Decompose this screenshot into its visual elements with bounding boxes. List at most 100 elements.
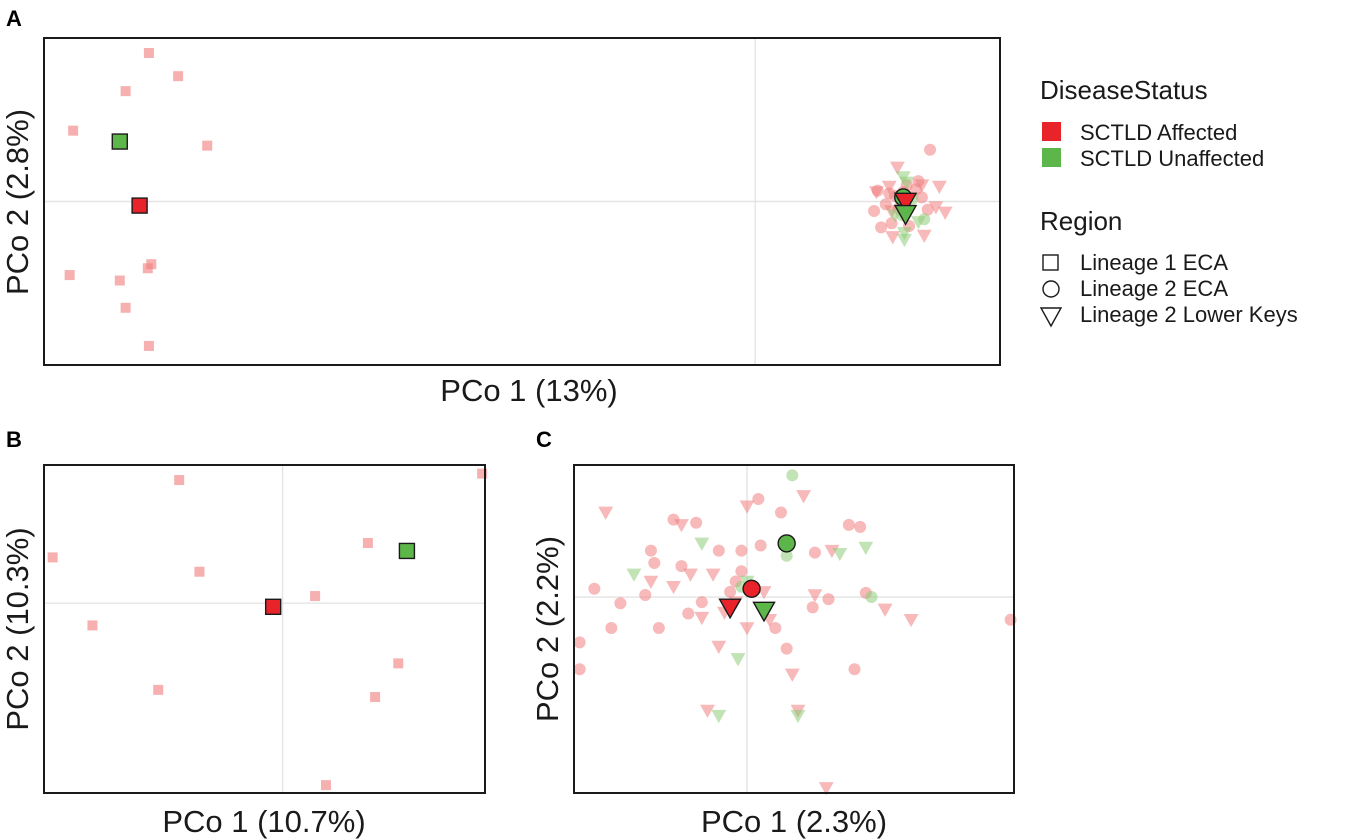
legend-label-unaffected: SCTLD Unaffected: [1080, 146, 1264, 171]
data-point: [885, 231, 901, 245]
panel-a-x-axis-label: PCo 1 (13%): [440, 373, 617, 408]
data-point: [683, 568, 698, 582]
data-point: [796, 490, 812, 504]
data-point: [739, 622, 755, 636]
legend: DiseaseStatus SCTLD Affected SCTLD Unaff…: [1039, 75, 1298, 328]
data-point: [477, 468, 488, 479]
data-point: [915, 191, 928, 204]
panel-a-frame: [43, 37, 1001, 366]
data-point: [818, 782, 834, 796]
legend-label-lineage2-lower-keys: Lineage 2 Lower Keys: [1080, 302, 1298, 327]
legend-disease-title: DiseaseStatus: [1040, 75, 1208, 105]
data-point: [643, 575, 659, 589]
data-point: [626, 568, 642, 582]
data-point: [896, 227, 912, 241]
data-point: [774, 506, 787, 519]
panel-b-y-axis-label: PCo 2 (10.3%): [0, 527, 35, 730]
data-point: [786, 469, 799, 482]
centroid-point: [398, 542, 416, 560]
data-point: [877, 603, 893, 617]
data-point: [142, 263, 153, 274]
data-point: [700, 704, 715, 718]
data-point: [695, 596, 708, 609]
data-point: [711, 709, 727, 724]
data-point: [730, 653, 746, 667]
panel-a-plot: [44, 38, 1000, 365]
data-point: [881, 180, 897, 194]
panel-label-b: B: [6, 427, 22, 452]
data-point: [120, 302, 131, 313]
data-point: [573, 663, 586, 676]
data-point: [868, 205, 881, 218]
centroid-point: [111, 133, 128, 150]
data-point: [194, 566, 205, 577]
data-point: [694, 537, 710, 551]
data-point: [320, 780, 331, 791]
data-point: [865, 591, 878, 604]
centroid-point: [893, 204, 918, 226]
data-point: [153, 684, 164, 695]
data-point: [712, 544, 725, 557]
data-point: [573, 636, 586, 649]
data-point: [648, 556, 661, 569]
data-point: [858, 541, 874, 555]
data-point: [120, 86, 131, 97]
data-point: [928, 201, 944, 215]
data-point: [916, 229, 932, 244]
legend-region-title: Region: [1040, 206, 1122, 236]
data-point: [64, 270, 75, 281]
data-point: [143, 47, 154, 58]
legend-triangle-icon: [1039, 307, 1063, 328]
panel-label-a: A: [6, 6, 22, 31]
data-point: [754, 539, 767, 552]
data-point: [875, 221, 888, 234]
data-point: [790, 709, 806, 724]
data-point: [735, 565, 748, 578]
data-point: [808, 546, 821, 559]
legend-label-lineage2-eca: Lineage 2 ECA: [1080, 276, 1228, 301]
data-point: [931, 180, 947, 194]
data-point: [598, 506, 614, 520]
legend-square-icon: [1042, 254, 1059, 271]
data-point: [899, 176, 915, 190]
data-point: [47, 552, 58, 563]
centroid-point: [718, 598, 742, 620]
data-point: [896, 233, 912, 248]
data-point: [705, 568, 721, 582]
data-point: [848, 663, 861, 676]
data-point: [639, 588, 652, 601]
centroid-point: [742, 579, 761, 598]
data-point: [752, 493, 765, 506]
data-point: [937, 206, 953, 220]
data-point: [202, 140, 213, 151]
panel-label-c: C: [536, 427, 552, 452]
data-point: [784, 668, 800, 682]
data-point: [842, 518, 855, 531]
panel-b-plot: [44, 465, 488, 793]
data-point: [690, 516, 703, 529]
data-point: [173, 71, 184, 82]
data-point: [310, 591, 321, 602]
centroid-point: [893, 192, 918, 214]
panel-c-x-axis-label: PCo 1 (2.3%): [701, 804, 887, 839]
data-point: [652, 621, 665, 634]
centroid-point: [777, 534, 796, 553]
data-point: [807, 589, 823, 603]
panel-c-y-axis-label: PCo 2 (2.2%): [530, 536, 565, 722]
data-point: [114, 275, 125, 286]
legend-circle-icon: [1042, 280, 1060, 298]
legend-swatch-affected: [1042, 122, 1061, 141]
legend-label-lineage1-eca: Lineage 1 ECA: [1080, 250, 1228, 275]
panel-b-frame: [43, 464, 486, 794]
data-point: [806, 601, 819, 614]
panel-c-plot: [573, 465, 1017, 796]
data-point: [143, 340, 154, 351]
data-point: [362, 538, 373, 549]
data-point: [910, 216, 926, 230]
data-point: [822, 593, 835, 606]
data-point: [666, 580, 681, 595]
data-point: [780, 642, 793, 655]
data-point: [393, 658, 404, 669]
panel-a-y-axis-label: PCo 2 (2.8%): [0, 109, 35, 295]
data-point: [769, 621, 782, 634]
